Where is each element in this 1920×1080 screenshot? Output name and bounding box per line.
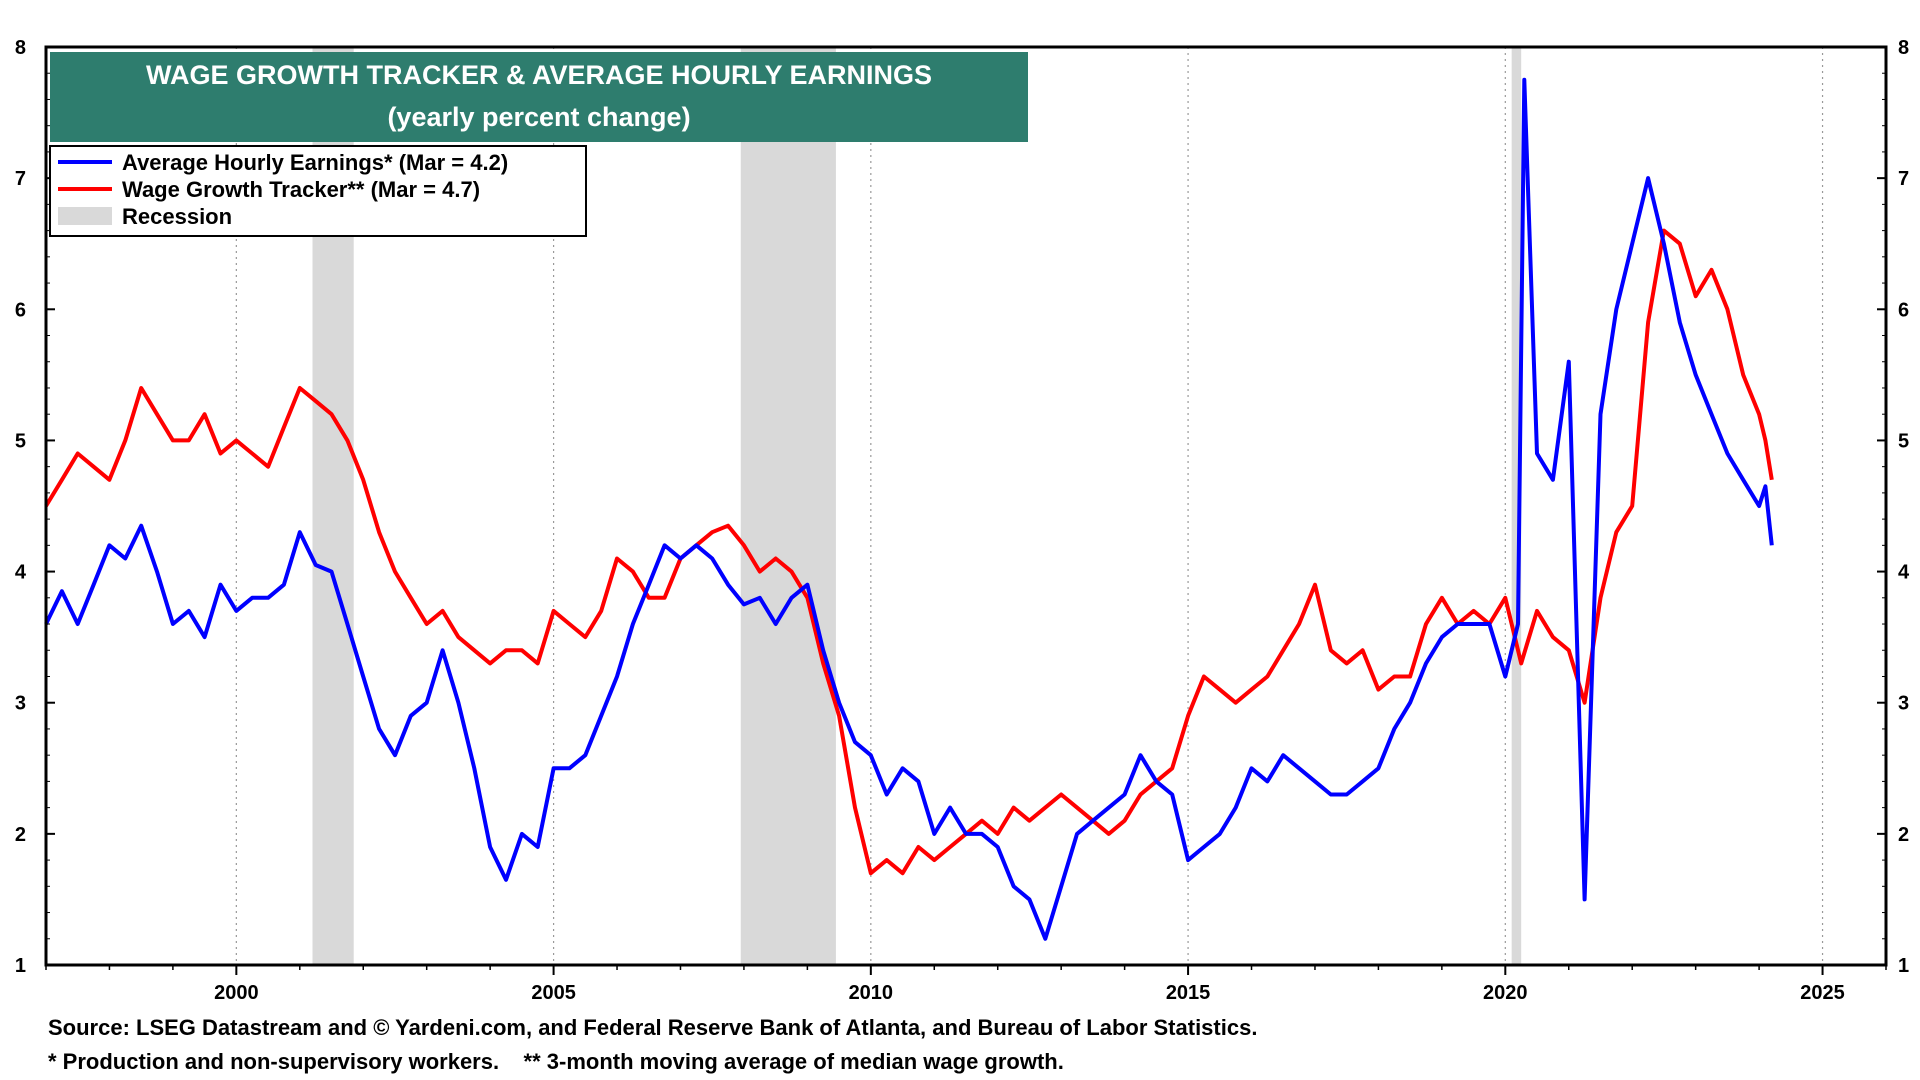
chart-subtitle: (yearly percent change) — [387, 102, 690, 132]
y-axis-right: 1 2 3 4 5 6 7 8 — [1877, 37, 1910, 977]
legend-swatch-recession — [58, 207, 112, 225]
x-tick-label: 2025 — [1800, 982, 1845, 1004]
y-tick-label-left: 3 — [15, 693, 26, 715]
footnotes: * Production and non-supervisory workers… — [48, 1049, 1064, 1074]
y-tick-label-left: 2 — [15, 824, 26, 846]
y-tick-label-left: 7 — [15, 168, 26, 190]
x-tick-label: 2020 — [1483, 982, 1528, 1004]
legend: Average Hourly Earnings* (Mar = 4.2) Wag… — [49, 145, 587, 237]
recession-band — [1511, 47, 1522, 965]
legend-label-wgt: Wage Growth Tracker** (Mar = 4.7) — [122, 177, 480, 202]
y-tick-label-left: 4 — [15, 562, 27, 584]
y-tick-label-right: 5 — [1898, 430, 1909, 452]
y-tick-label-right: 1 — [1898, 955, 1909, 977]
title-box: WAGE GROWTH TRACKER & AVERAGE HOURLY EAR… — [50, 52, 1028, 142]
y-tick-label-right: 8 — [1898, 37, 1909, 59]
x-tick-label: 2010 — [849, 982, 894, 1004]
legend-label-ahe: Average Hourly Earnings* (Mar = 4.2) — [122, 150, 508, 175]
x-tick-label: 2005 — [531, 982, 576, 1004]
recession-band — [740, 47, 836, 965]
y-tick-label-right: 2 — [1898, 824, 1909, 846]
series-wage-growth-tracker — [44, 228, 1774, 876]
series-average-hourly-earnings — [44, 77, 1774, 941]
y-tick-label-right: 3 — [1898, 693, 1909, 715]
y-tick-label-left: 5 — [15, 430, 26, 452]
series-lines — [44, 77, 1774, 941]
y-tick-label-right: 6 — [1898, 299, 1909, 321]
legend-label-recession: Recession — [122, 204, 232, 229]
y-tick-label-left: 1 — [15, 955, 26, 977]
y-tick-label-left: 8 — [15, 37, 26, 59]
y-tick-label-right: 4 — [1898, 562, 1910, 584]
x-tick-label: 2015 — [1166, 982, 1211, 1004]
x-axis: 2000 2005 2010 2015 2020 2025 — [45, 965, 1887, 1004]
y-tick-label-right: 7 — [1898, 168, 1909, 190]
y-axis-left: 1 2 3 4 5 6 7 8 — [15, 37, 55, 977]
chart-title: WAGE GROWTH TRACKER & AVERAGE HOURLY EAR… — [146, 60, 932, 90]
source-note: Source: LSEG Datastream and © Yardeni.co… — [48, 1015, 1258, 1040]
x-tick-label: 2000 — [214, 982, 259, 1004]
plot-frame — [44, 45, 1888, 967]
y-tick-label-left: 6 — [15, 299, 26, 321]
